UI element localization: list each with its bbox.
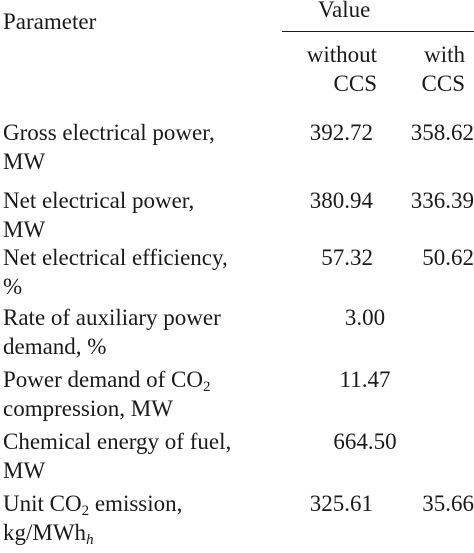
row-parameter: Rate of auxiliary power demand, % xyxy=(3,305,221,359)
value-shared: 664.50 xyxy=(333,429,397,454)
value-shared: 3.00 xyxy=(344,305,386,330)
row-parameter: Chemical energy of fuel, MW xyxy=(3,429,232,483)
row-parameter: Net electrical efficiency, % xyxy=(3,245,228,299)
value-with-ccs: 35.66 xyxy=(422,491,474,516)
table-row: Rate of auxiliary power demand, % 3.00 xyxy=(0,303,474,363)
header-with-ccs: with CCS xyxy=(421,42,465,96)
row-parameter: Net electrical power, MW xyxy=(3,188,195,242)
row-parameter: Unit CO2 emission, kg/MWhh xyxy=(3,491,183,548)
header-value: Value xyxy=(318,0,371,22)
table-row: Gross electrical power, MW 392.72 358.62 xyxy=(0,118,474,178)
row-parameter: Power demand of CO2 compression, MW xyxy=(3,367,211,421)
table-row: Net electrical efficiency, % 57.32 50.62 xyxy=(0,243,474,303)
value-shared: 11.47 xyxy=(339,367,391,392)
value-without-ccs: 392.72 xyxy=(309,120,373,145)
value-without-ccs: 57.32 xyxy=(321,245,373,270)
value-with-ccs: 336.39 xyxy=(410,188,474,213)
header-parameter: Parameter xyxy=(3,9,97,34)
table-row: Unit CO2 emission, kg/MWhh 325.61 35.66 xyxy=(0,489,474,549)
table-row: Net electrical power, MW 380.94 336.39 xyxy=(0,186,474,246)
header-rule xyxy=(282,31,474,32)
value-with-ccs: 50.62 xyxy=(422,245,474,270)
value-without-ccs: 380.94 xyxy=(309,188,373,213)
row-parameter: Gross electrical power, MW xyxy=(3,120,215,174)
table-row: Power demand of CO2 compression, MW 11.4… xyxy=(0,365,474,425)
table-row: Chemical energy of fuel, MW 664.50 xyxy=(0,427,474,487)
value-with-ccs: 358.62 xyxy=(410,120,474,145)
header-without-ccs: without CCS xyxy=(306,42,377,96)
value-without-ccs: 325.61 xyxy=(309,491,373,516)
